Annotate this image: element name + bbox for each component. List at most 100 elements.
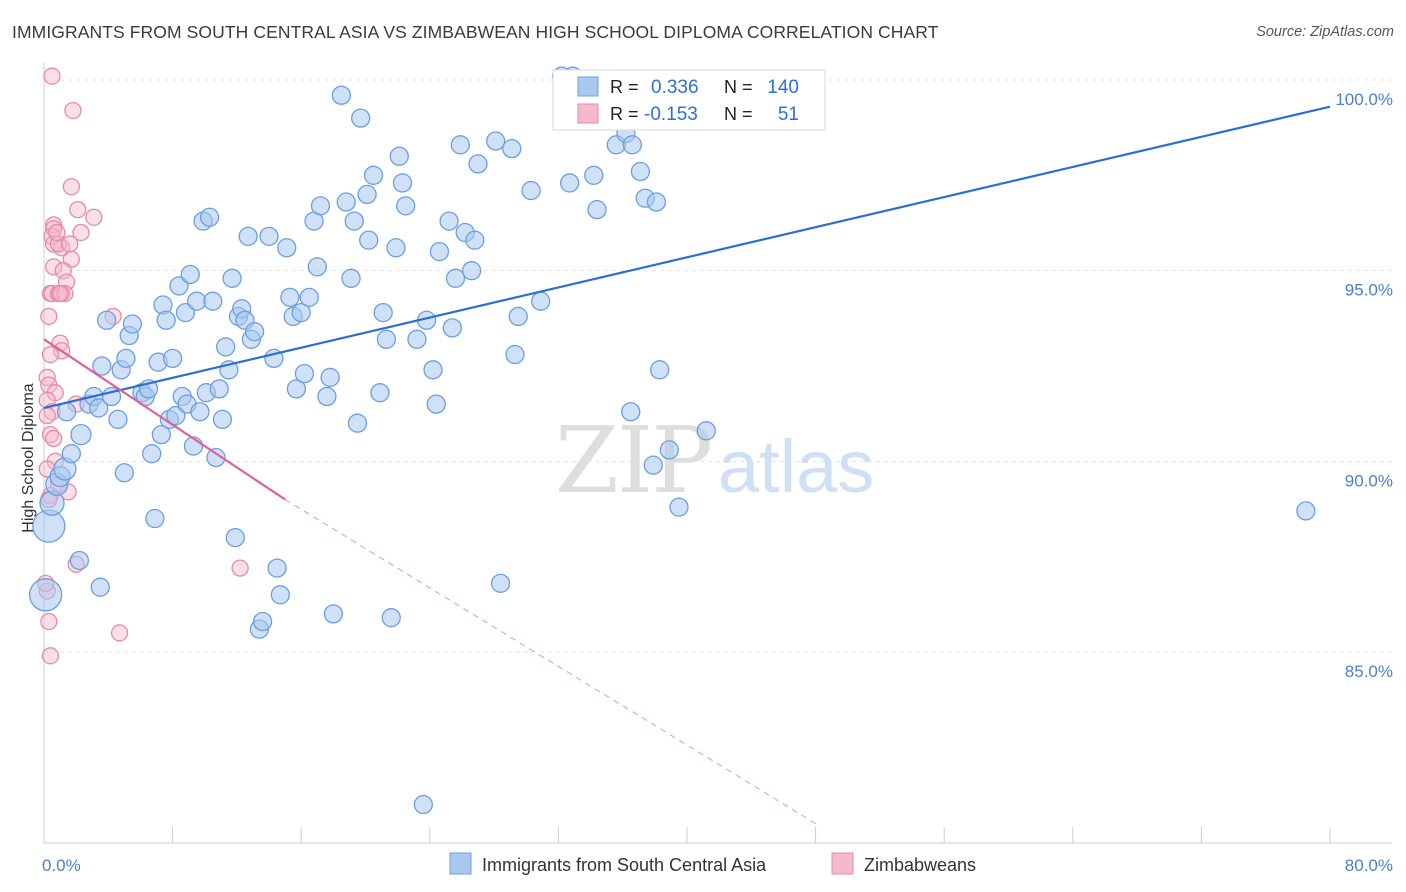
zimbabwean-point [61,235,79,253]
zimbabwean-point [41,647,60,665]
south-central-asia-point [643,455,663,475]
south-central-asia-point [286,379,307,399]
south-central-asia-point [630,161,651,182]
south-central-asia-point [92,356,112,376]
zimbabwean-point [38,406,56,425]
zimbabwean-point [64,101,82,120]
zimbabweans-points [36,67,249,665]
zimbabwean-point [62,178,80,196]
south-central-asia-point [442,318,462,338]
south-central-asia-point [445,268,466,288]
legend-series-pink-swatch [831,852,854,875]
south-central-asia-point [465,230,485,250]
zimbabwean-point [40,307,58,326]
south-central-asia-point [299,287,319,308]
zimbabwean-point [41,345,60,364]
south-central-asia-point [291,302,311,323]
watermark-atlas: atlas [718,425,874,508]
watermark: ZIP atlas [555,407,874,514]
zimbabwean-point [44,429,63,448]
south-central-asia-point [370,383,390,403]
south-central-asia-point [114,463,135,483]
south-central-asia-point [70,423,92,446]
legend-pink-r-label: R = [610,104,639,124]
south-central-asia-point [426,394,446,414]
south-central-asia-point [61,444,81,464]
zimbabwean-point [69,201,87,219]
south-central-asia-point [669,497,689,517]
south-central-asia-point [187,291,207,311]
south-central-asia-point [376,329,397,349]
legend-pink-n-label: N = [724,104,753,124]
south-central-asia-point [359,230,379,250]
watermark-zip: ZIP [555,407,711,514]
source-credit: Source: ZipAtlas.com [1256,24,1394,40]
south-central-asia-point [225,527,245,548]
south-central-asia-point [203,291,223,311]
south-central-asia-point [108,409,128,430]
south-central-asia-point [116,348,136,369]
south-central-asia-point [206,447,226,468]
zimbabwean-point [44,258,63,276]
south-central-asia-point [373,302,393,323]
south-central-asia-point [1296,501,1316,521]
y-tick-label: 85.0% [1345,662,1393,681]
zimbabwean-point [85,208,103,226]
south-central-asia-point [650,360,670,380]
south-central-asia-point [294,363,315,384]
south-central-asia-point [162,348,183,369]
south-central-asia-point [151,424,171,445]
south-central-asia-point [531,291,551,311]
south-central-asia-point [90,577,110,597]
zimbabwean-point [72,223,90,242]
south-central-asia-point [320,367,340,388]
legend-blue-n-value: 140 [767,77,799,98]
x-tick-label: 0.0% [42,856,81,875]
legend-pink-swatch [577,103,599,124]
south-central-asia-point [199,207,220,227]
south-central-asia-point [584,165,604,185]
legend-blue-swatch [577,76,599,97]
south-central-asia-point [142,444,162,464]
south-central-asia-point [331,85,352,105]
south-central-asia-point [521,180,541,201]
south-central-asia-point [336,192,356,212]
y-tick-label: 95.0% [1345,281,1393,300]
south-central-asia-point [344,211,364,231]
south-central-asia-point [28,578,63,612]
south-central-asia-trend-line [43,105,1331,410]
south-central-asia-point [407,329,427,349]
legend-series-pink-label: Zimbabweans [864,855,976,875]
south-central-asia-point [490,573,511,594]
x-tick-label: 80.0% [1345,856,1393,875]
south-central-asia-point [69,550,90,571]
south-central-asia-point [659,440,679,460]
legend-blue-r-label: R = [610,77,639,97]
south-central-asia-point [145,508,165,529]
zimbabwean-point [40,612,58,631]
south-central-asia-point [486,131,506,151]
south-central-asia-point [280,287,300,308]
legend-series-blue-swatch [449,852,472,875]
chart-title: IMMIGRANTS FROM SOUTH CENTRAL ASIA VS ZI… [12,22,939,42]
south-central-asia-point [351,108,371,128]
y-tick-label: 90.0% [1345,471,1393,490]
south-central-asia-point [396,196,416,216]
south-central-asia-point [222,268,242,288]
south-central-asia-point [381,608,401,628]
legend-pink-n-value: 51 [778,104,799,125]
south-central-asia-point [175,302,196,323]
zimbabwean-trend-extension [284,498,816,825]
south-central-asia-point [270,585,290,605]
south-central-asia-point [212,409,233,430]
legend-blue-n-label: N = [724,77,753,97]
legend-stats: R = 0.336 N = 140 R = -0.153 N = 51 [552,69,826,131]
south-central-asia-point [439,211,459,231]
zimbabwean-point [56,284,74,303]
south-central-asia-point [259,226,279,246]
south-central-asia-point [423,360,443,380]
south-central-asia-point [389,146,409,166]
zimbabwean-point [43,67,61,85]
zimbabwean-point [231,559,249,577]
zimbabwean-point [51,284,69,303]
